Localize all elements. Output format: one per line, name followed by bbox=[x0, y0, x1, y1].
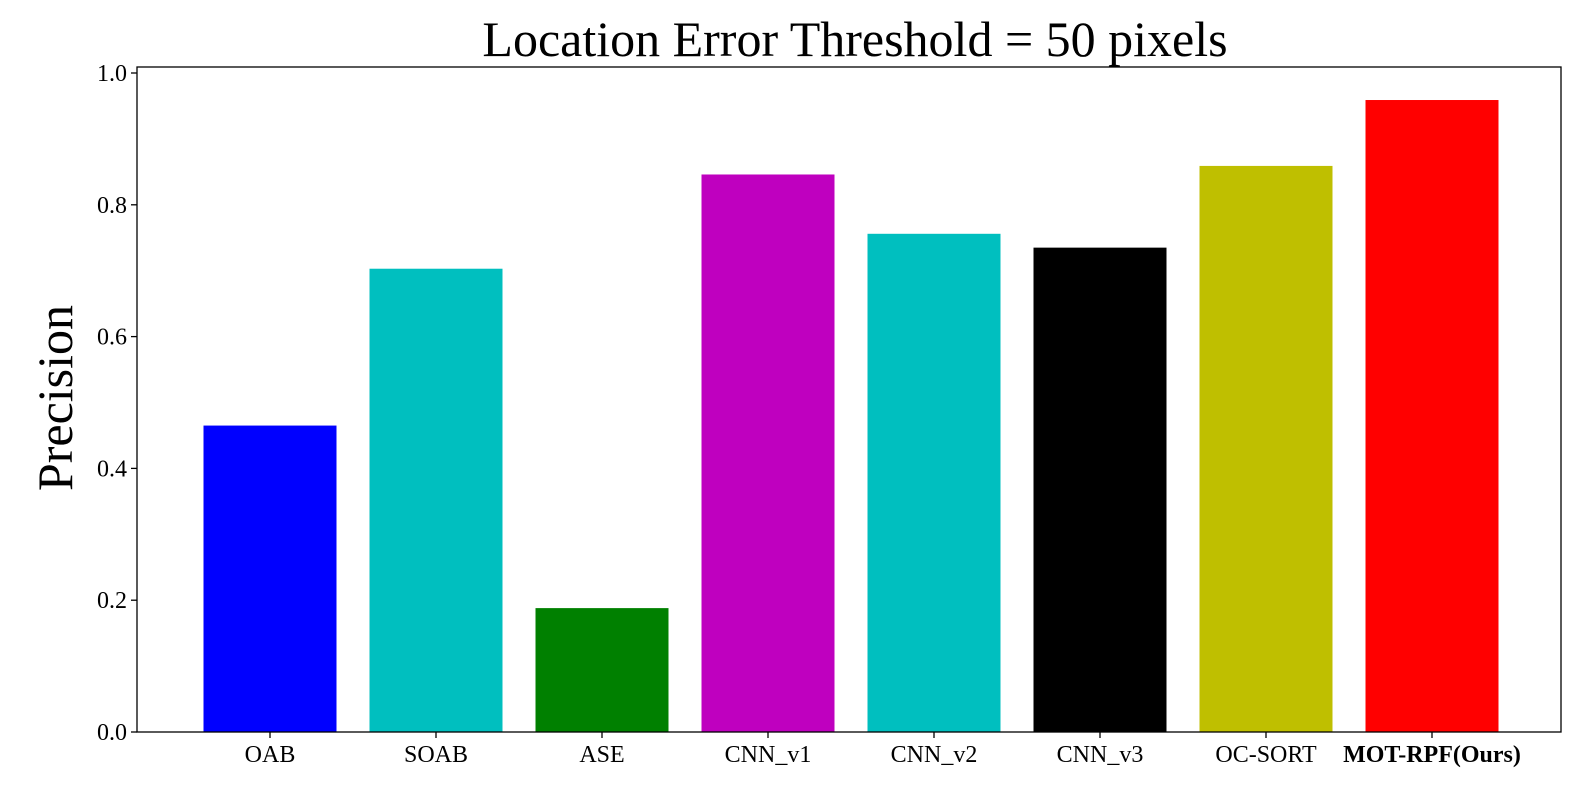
bar-mot-rpf-ours bbox=[1365, 100, 1499, 733]
bar-ase bbox=[535, 608, 669, 732]
y-tick-label: 0.8 bbox=[97, 193, 127, 219]
bar-oab bbox=[203, 425, 337, 732]
x-tick-label: CNN_v2 bbox=[891, 742, 978, 768]
x-tick-label: MOT-RPF(Ours) bbox=[1343, 742, 1521, 768]
x-axis: OAB SOAB ASE CNN_v1 CNN_v2 CNN_v3 OC-SORT MOT-R… bbox=[245, 732, 1521, 768]
x-tick-label: SOAB bbox=[404, 742, 468, 768]
bar-cnn-v3 bbox=[1033, 247, 1167, 732]
bar-cnn-v2 bbox=[867, 233, 1001, 732]
y-tick-label: 0.6 bbox=[97, 325, 127, 351]
chart-title: Location Error Threshold = 50 pixels bbox=[482, 11, 1227, 67]
bars-group bbox=[203, 100, 1499, 733]
y-tick-label: 1.0 bbox=[97, 61, 127, 87]
y-tick-label: 0.0 bbox=[97, 720, 127, 746]
x-tick-label: CNN_v3 bbox=[1057, 742, 1144, 768]
x-tick-label: OC-SORT bbox=[1215, 742, 1317, 768]
x-tick-label: CNN_v1 bbox=[725, 742, 812, 768]
plot-frame bbox=[136, 66, 1562, 733]
bar-oc-sort bbox=[1199, 165, 1333, 732]
y-axis: 0.0 0.2 0.4 0.6 0.8 1.0 bbox=[97, 61, 137, 746]
bar-cnn-v1 bbox=[701, 174, 835, 733]
x-tick-label: ASE bbox=[579, 742, 624, 768]
y-tick-label: 0.4 bbox=[97, 456, 127, 482]
bar-soab bbox=[369, 268, 503, 732]
x-tick-label: OAB bbox=[245, 742, 296, 768]
y-tick-label: 0.2 bbox=[97, 588, 127, 614]
y-axis-label: Precision bbox=[27, 305, 83, 491]
